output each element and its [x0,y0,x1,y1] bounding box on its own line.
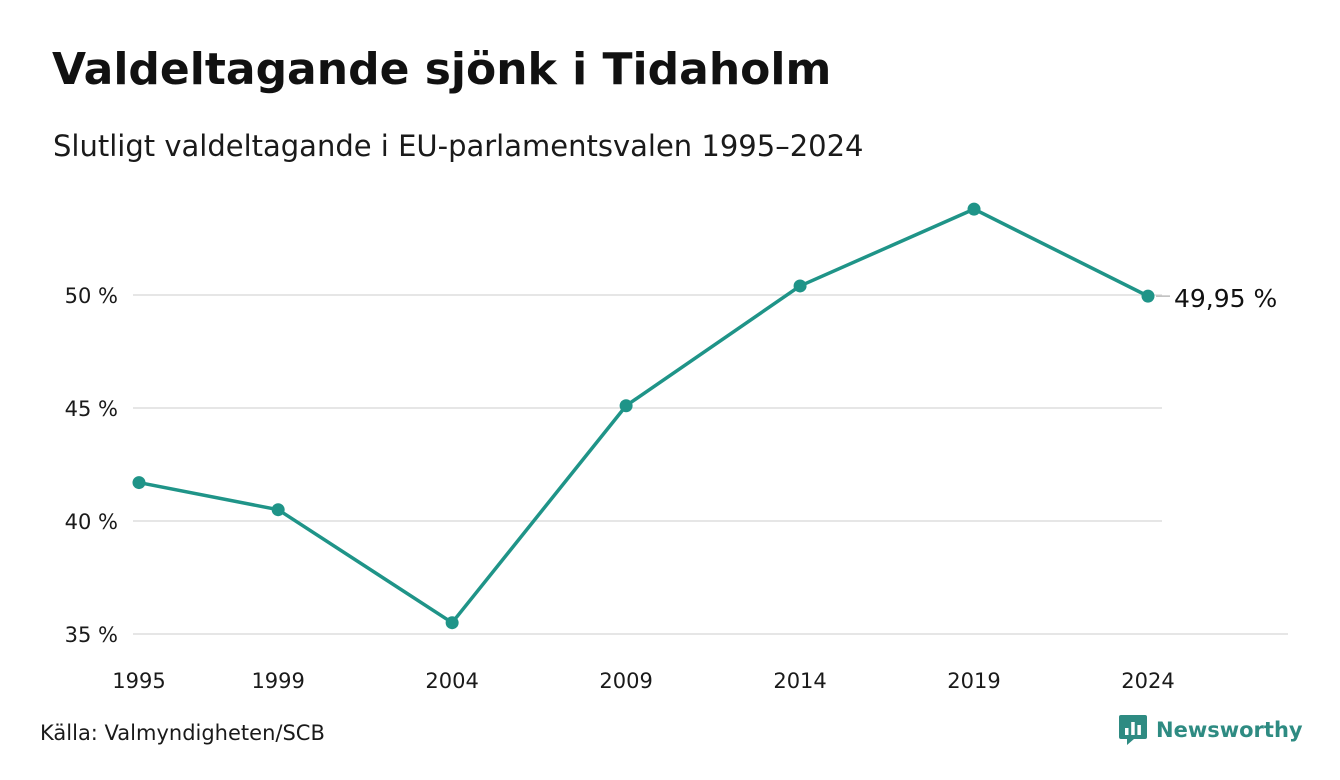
grid-lines [133,294,1288,635]
data-point [271,503,285,517]
y-tick-label: 35 % [65,623,118,647]
brand-logo: Newsworthy [1118,712,1303,748]
x-tick-label: 2014 [773,669,826,693]
data-point [132,476,146,490]
chart-title: Valdeltagande sjönk i Tidaholm [52,44,832,95]
data-point [619,399,633,413]
x-tick-label: 2024 [1121,669,1174,693]
brand-name: Newsworthy [1156,718,1303,742]
y-tick-label: 50 % [65,284,118,308]
series-line [137,207,1150,625]
x-tick-label: 2009 [599,669,652,693]
x-tick-label: 2004 [425,669,478,693]
annotation-layer: 49,95 % [1156,284,1277,313]
last-value-label: 49,95 % [1174,284,1277,313]
data-point [445,616,459,630]
x-tick-label: 2019 [947,669,1000,693]
x-tick-label: 1995 [112,669,165,693]
data-point [967,202,981,216]
source-note: Källa: Valmyndigheten/SCB [40,721,325,745]
x-tick-label: 1999 [251,669,304,693]
y-tick-label: 45 % [65,397,118,421]
series-layer [132,202,1155,630]
y-tick-label: 40 % [65,510,118,534]
y-axis-labels: 35 % 40 % 45 % 50 % [65,284,118,647]
data-point [1141,289,1155,303]
chart-subtitle: Slutligt valdeltagande i EU-parlamentsva… [53,129,864,163]
data-point [793,279,807,293]
line-chart: 35 % 40 % 45 % 50 % 1995 1999 2004 2009 2014 201… [65,202,1288,693]
newsworthy-logo-icon [1119,715,1147,745]
x-axis-labels: 1995 1999 2004 2009 2014 2019 2024 [112,669,1174,693]
